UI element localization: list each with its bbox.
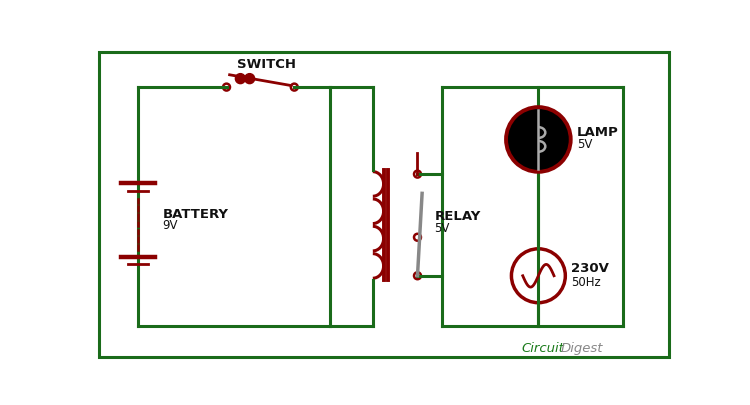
Circle shape: [236, 74, 245, 84]
Text: BATTERY: BATTERY: [163, 208, 229, 221]
Text: LAMP: LAMP: [577, 126, 619, 139]
Text: Digest: Digest: [561, 342, 603, 355]
Text: Circuit: Circuit: [521, 342, 564, 355]
Text: SWITCH: SWITCH: [237, 58, 296, 70]
Circle shape: [506, 107, 571, 172]
Text: 5V: 5V: [577, 139, 592, 151]
Circle shape: [244, 74, 255, 84]
Text: 9V: 9V: [163, 219, 178, 232]
Text: 230V: 230V: [572, 262, 609, 275]
Text: 5V: 5V: [434, 222, 450, 234]
Text: 50Hz: 50Hz: [572, 276, 602, 289]
Text: RELAY: RELAY: [434, 210, 481, 223]
